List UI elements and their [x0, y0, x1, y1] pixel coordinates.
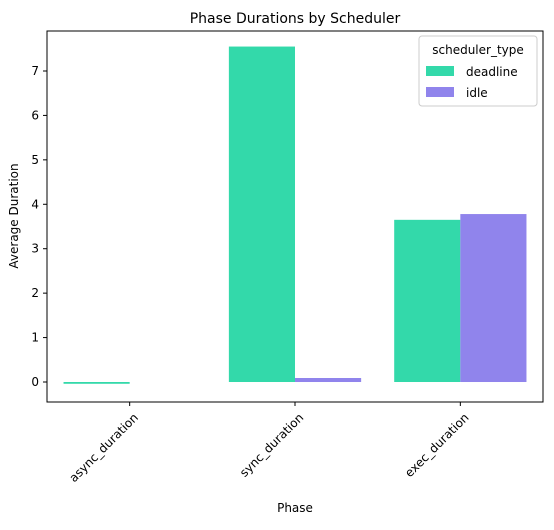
y-tick-label: 7: [31, 64, 39, 78]
bar-deadline-exec_duration: [394, 220, 460, 382]
y-tick-label: 6: [31, 108, 39, 122]
bar-deadline-async_duration: [64, 382, 130, 384]
legend-label-idle: idle: [466, 86, 488, 100]
y-tick-label: 4: [31, 197, 39, 211]
x-axis-title: Phase: [277, 501, 313, 515]
legend-swatch-deadline: [426, 66, 454, 76]
y-tick-label: 3: [31, 242, 39, 256]
bar-idle-sync_duration: [295, 378, 361, 382]
y-tick-label: 5: [31, 153, 39, 167]
legend: scheduler_type deadline idle: [419, 36, 537, 106]
bar-deadline-sync_duration: [229, 47, 295, 382]
y-tick-label: 0: [31, 375, 39, 389]
y-axis-title: Average Duration: [7, 163, 21, 268]
y-tick-label: 1: [31, 331, 39, 345]
y-tick-label: 2: [31, 286, 39, 300]
legend-swatch-idle: [426, 87, 454, 97]
legend-label-deadline: deadline: [466, 65, 518, 79]
chart-title: Phase Durations by Scheduler: [190, 11, 401, 27]
legend-title: scheduler_type: [432, 43, 524, 57]
bar-idle-exec_duration: [460, 214, 526, 382]
